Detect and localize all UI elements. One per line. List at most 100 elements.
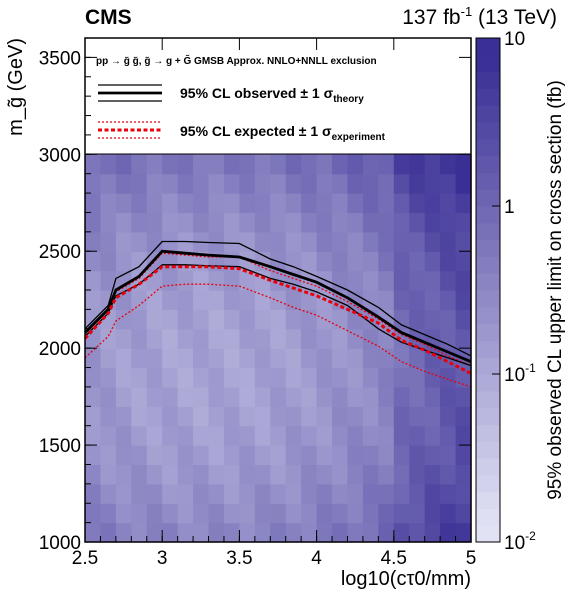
heatmap-cell (85, 328, 102, 349)
heatmap-cell (162, 348, 179, 369)
colorbar-band (476, 390, 500, 409)
colorbar-tick-label: 1 (504, 197, 515, 218)
heatmap-cell (131, 251, 148, 272)
heatmap-cell (177, 270, 194, 291)
heatmap-cell (378, 503, 395, 524)
heatmap-cell (424, 503, 441, 524)
heatmap-cell (332, 193, 349, 214)
heatmap-cell (332, 406, 349, 427)
heatmap-cell (455, 212, 472, 233)
heatmap-cell (455, 328, 472, 349)
heatmap-cell (115, 251, 132, 272)
heatmap-cell (301, 309, 318, 330)
heatmap-cell (162, 367, 179, 388)
heatmap-cell (301, 348, 318, 369)
legend-expected-text: 95% CL expected ± 1 σ (180, 123, 332, 139)
heatmap-cell (316, 503, 333, 524)
heatmap-cell (332, 328, 349, 349)
heatmap-cell (424, 173, 441, 194)
heatmap-cell (440, 251, 457, 272)
heatmap-cell (162, 290, 179, 310)
heatmap-cell (193, 406, 210, 427)
energy-label: (13 TeV) (472, 6, 557, 29)
heatmap-cell (115, 406, 132, 427)
heatmap-cell (193, 425, 210, 446)
legend-process: pp → g̃ g̃, g̃ → g + G̃ GMSB Approx. NNL… (96, 54, 377, 67)
heatmap-cell (440, 425, 457, 446)
heatmap-cell (131, 154, 148, 175)
heatmap-cell (85, 406, 102, 427)
heatmap-cell (378, 425, 395, 446)
heatmap-cell (347, 367, 364, 388)
heatmap-cell (239, 173, 256, 194)
heatmap-cell (270, 425, 287, 446)
heatmap-cell (223, 231, 240, 252)
heatmap-cell (409, 406, 426, 427)
heatmap-cell (270, 367, 287, 388)
heatmap-cell (285, 406, 302, 427)
heatmap-cell (85, 251, 102, 272)
heatmap-cell (455, 445, 472, 466)
colorbar-band (476, 491, 500, 509)
heatmap-cell (223, 503, 240, 524)
heatmap-cell (239, 328, 256, 349)
heatmap-cell (440, 231, 457, 252)
heatmap-cell (316, 483, 333, 504)
heatmap-cell (362, 406, 379, 427)
heatmap-cell (100, 503, 117, 524)
heatmap-cell (115, 231, 132, 252)
heatmap-cell (193, 464, 210, 485)
heatmap-cell (223, 154, 240, 175)
heatmap-cell (193, 348, 210, 369)
heatmap-cell (455, 503, 472, 524)
heatmap-cell (131, 309, 148, 330)
heatmap-cell (316, 251, 333, 272)
heatmap-cell (270, 328, 287, 349)
heatmap-cell (424, 251, 441, 272)
heatmap-cell (378, 270, 395, 291)
heatmap-cell (378, 367, 395, 388)
heatmap-cell (362, 386, 379, 407)
heatmap-cell (239, 193, 256, 214)
heatmap-cell (393, 212, 410, 233)
heatmap-cell (115, 522, 132, 543)
x-axis-label: log10(cτ0/mm) (341, 568, 471, 590)
legend-observed-text: 95% CL observed ± 1 σ (180, 85, 334, 101)
heatmap-cell (208, 193, 225, 214)
heatmap-cell (301, 406, 318, 427)
heatmap-cell (146, 173, 163, 194)
heatmap-cell (316, 445, 333, 466)
heatmap-cell (270, 154, 287, 175)
heatmap-cell (347, 328, 364, 349)
heatmap-cell (316, 522, 333, 543)
heatmap-cell (301, 290, 318, 310)
heatmap-cell (316, 386, 333, 407)
heatmap-cell (223, 522, 240, 543)
heatmap-cell (301, 483, 318, 504)
heatmap-cell (85, 445, 102, 466)
heatmap-cell (362, 367, 379, 388)
heatmap-cell (254, 367, 271, 388)
heatmap-cell (440, 367, 457, 388)
y-tick-label: 1500 (39, 436, 81, 457)
heatmap-cell (332, 367, 349, 388)
heatmap-cell (193, 503, 210, 524)
heatmap-cell (270, 212, 287, 233)
heatmap-cell (285, 483, 302, 504)
heatmap-cell (424, 270, 441, 291)
heatmap-cell (131, 464, 148, 485)
heatmap-cell (254, 522, 271, 543)
heatmap-cell (424, 231, 441, 252)
heatmap-cell (193, 328, 210, 349)
heatmap-cell (254, 193, 271, 214)
heatmap-cell (131, 193, 148, 214)
heatmap-cell (362, 212, 379, 233)
heatmap-cell (393, 522, 410, 543)
heatmap-cell (424, 386, 441, 407)
heatmap-cell (393, 483, 410, 504)
heatmap-cell (254, 328, 271, 349)
heatmap-cell (316, 348, 333, 369)
heatmap-cell (409, 348, 426, 369)
